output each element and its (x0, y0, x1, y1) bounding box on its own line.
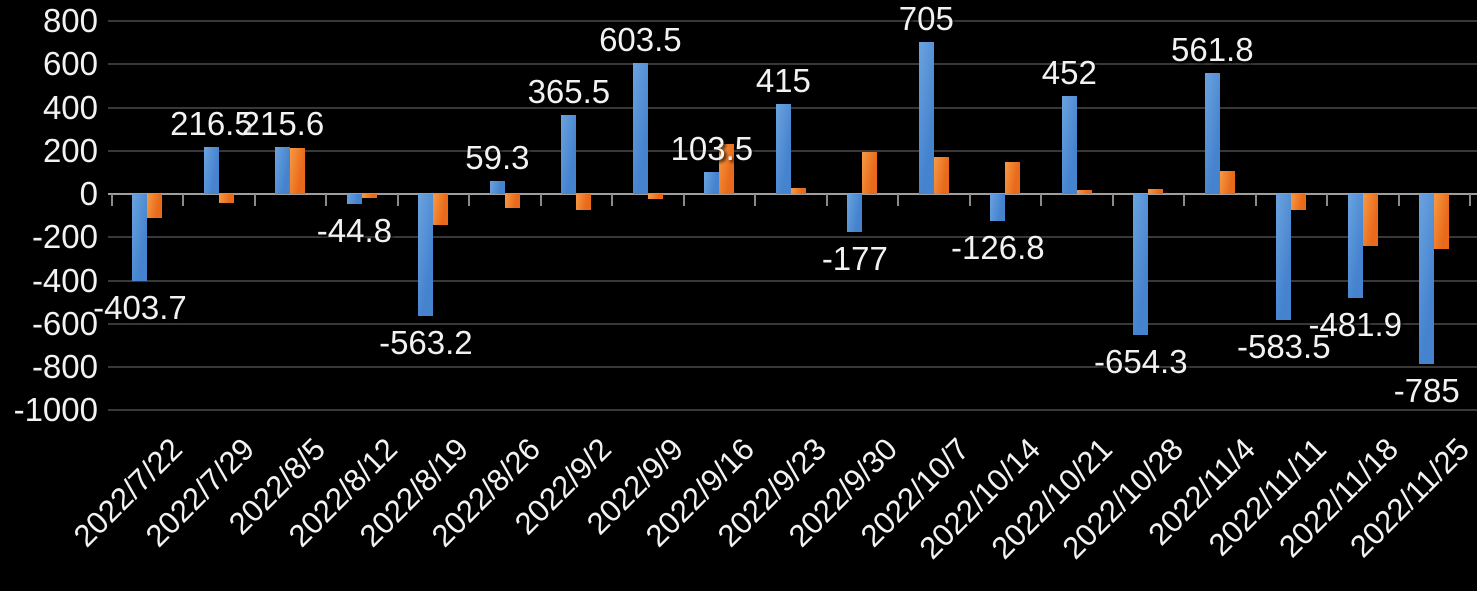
bar-series-2-orange (218, 194, 234, 204)
x-axis-tick (1397, 194, 1400, 206)
y-axis-tick-label: 600 (42, 45, 98, 83)
y-axis-tick-label: -1000 (13, 391, 98, 429)
bar-series-2-orange (433, 194, 449, 226)
x-axis-tick (396, 194, 399, 206)
y-axis-tick-label: 400 (42, 88, 98, 126)
bar-series-1-blue (1347, 194, 1363, 299)
data-label: 365.5 (527, 72, 611, 110)
bar-series-2-orange (1076, 189, 1092, 194)
bar-series-1-blue (275, 147, 291, 194)
data-label: -177 (821, 240, 888, 278)
bar-series-1-blue (847, 194, 863, 233)
x-axis-tick (825, 194, 828, 206)
x-axis-tick (897, 194, 900, 206)
data-label: -654.3 (1094, 343, 1188, 381)
x-axis-tick (325, 194, 328, 206)
x-axis-tick (754, 194, 757, 206)
bar-series-2-orange (862, 152, 878, 194)
x-axis-tick (1040, 194, 1043, 206)
data-label: -481.9 (1308, 306, 1403, 344)
bar-series-2-orange (290, 147, 306, 194)
x-axis-tick (1469, 194, 1471, 206)
x-axis-tick (682, 194, 685, 206)
data-label: 59.3 (465, 139, 530, 177)
bar-series-2-orange (790, 187, 806, 194)
data-label: -583.5 (1236, 328, 1331, 366)
gridline (108, 106, 1477, 109)
bar-series-1-blue (1204, 72, 1220, 194)
bar-series-1-blue (632, 63, 648, 194)
x-axis-tick (1254, 194, 1257, 206)
data-label: -126.8 (951, 229, 1045, 267)
bar-series-1-blue (561, 114, 577, 194)
bar-series-2-orange (719, 144, 735, 194)
bar-series-1-blue (775, 104, 791, 194)
y-axis-tick-label: 200 (42, 131, 98, 169)
bar-series-1-blue (418, 194, 434, 316)
bar-series-2-orange (147, 194, 163, 218)
gridline (108, 279, 1477, 282)
bar-series-2-orange (933, 156, 949, 194)
gridline (108, 63, 1477, 66)
bar-series-2-orange (1005, 161, 1021, 194)
x-axis-tick (1326, 194, 1329, 206)
bar-series-1-blue (704, 171, 720, 194)
data-label: 705 (898, 0, 954, 37)
data-label: 216.5 (170, 105, 253, 143)
y-axis-tick-label: -200 (31, 218, 98, 256)
bar-series-1-blue (918, 41, 934, 194)
x-axis-tick (468, 194, 471, 206)
x-axis-tick (253, 194, 256, 206)
bar-series-1-blue (990, 194, 1006, 222)
x-axis-tick (110, 194, 113, 206)
gridline (108, 409, 1477, 412)
bar-series-2-orange (576, 194, 592, 211)
bar-series-2-orange (361, 194, 377, 198)
x-axis-tick (611, 194, 614, 206)
data-label: -44.8 (316, 211, 393, 249)
y-axis-tick-label: -400 (31, 261, 98, 299)
bar-series-1-blue (1419, 194, 1435, 364)
x-axis-tick (968, 194, 971, 206)
data-label: 561.8 (1170, 30, 1254, 68)
bar-series-2-orange (647, 194, 663, 199)
bar-series-1-blue (1133, 194, 1149, 336)
x-axis-line (108, 193, 1477, 195)
y-axis-tick-label: -600 (31, 304, 98, 342)
x-axis-tick (539, 194, 542, 206)
gridline (108, 20, 1477, 22)
data-label: 103.5 (670, 129, 754, 167)
bar-series-1-blue (1276, 194, 1292, 321)
data-label: 452 (1041, 54, 1097, 92)
data-label: 215.6 (241, 105, 325, 143)
data-label: 415 (755, 62, 811, 100)
bar-series-1-blue (1061, 96, 1077, 194)
bar-series-2-orange (1434, 194, 1450, 250)
bar-series-1-blue (346, 194, 362, 204)
gridline (108, 366, 1477, 368)
gridline (108, 322, 1477, 325)
data-label: -785 (1393, 371, 1460, 409)
data-label: -563.2 (379, 323, 473, 361)
gridline (108, 149, 1477, 152)
data-label: -403.7 (93, 289, 187, 327)
bar-series-2-orange (1291, 194, 1307, 210)
bar-series-1-blue (489, 181, 505, 194)
y-axis-tick-label: 0 (79, 175, 98, 212)
x-axis-tick (1183, 194, 1186, 206)
bar-series-2-orange (1148, 188, 1164, 194)
bar-series-1-blue (203, 147, 219, 194)
bar-series-1-blue (132, 194, 148, 282)
bar-series-2-orange (504, 194, 520, 209)
x-axis-tick (182, 194, 185, 206)
data-label: 603.5 (599, 21, 682, 59)
bar-series-2-orange (1219, 171, 1235, 194)
y-axis-tick-label: 800 (42, 2, 98, 39)
x-axis-tick (1111, 194, 1114, 206)
y-axis-tick-label: -800 (31, 348, 98, 385)
bar-series-2-orange (1362, 194, 1378, 246)
gridline (108, 236, 1477, 239)
